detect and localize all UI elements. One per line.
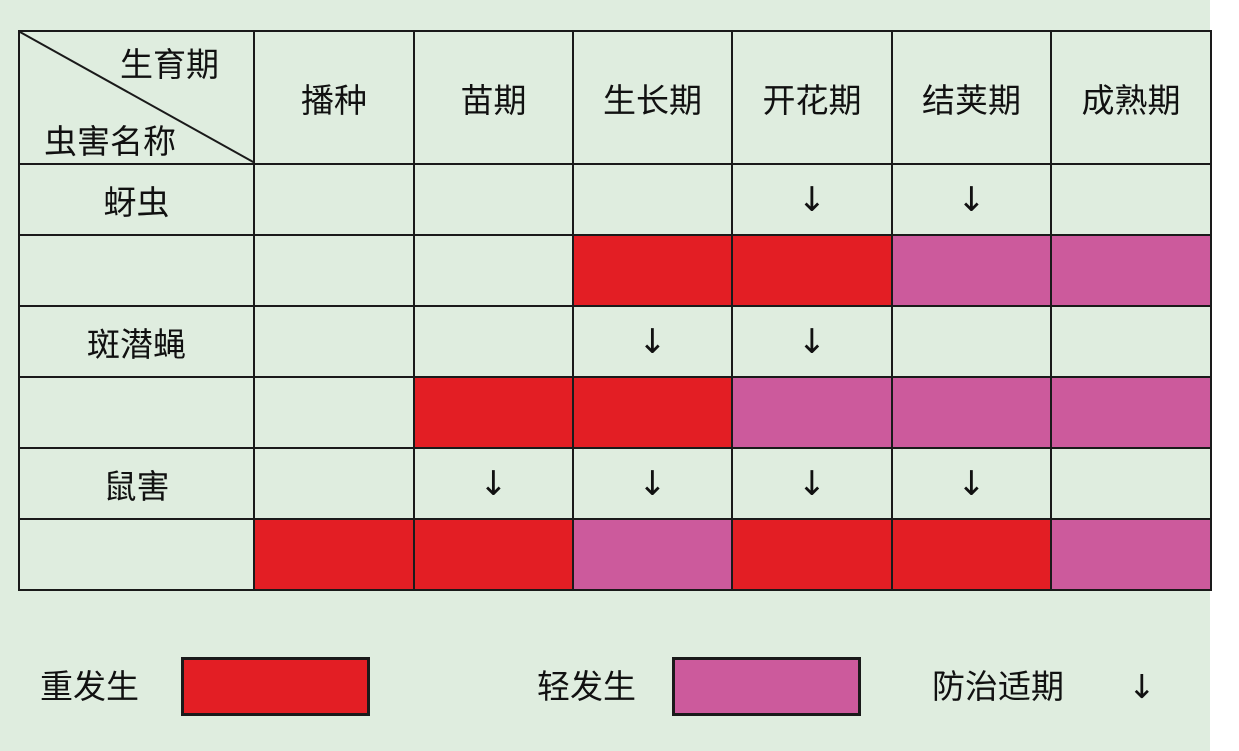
- empty-cell: [253, 163, 415, 236]
- light-occurrence-cell: [891, 234, 1052, 307]
- heavy-occurrence-cell: [891, 518, 1052, 591]
- light-occurrence-cell: [1050, 518, 1212, 591]
- control-arrow-cell: ↓: [891, 163, 1052, 236]
- empty-cell: [18, 234, 255, 307]
- control-arrow-cell: ↓: [731, 305, 893, 378]
- control-arrow-cell: ↓: [572, 305, 733, 378]
- empty-cell: [413, 234, 574, 307]
- control-arrow-cell: ↓: [572, 447, 733, 520]
- empty-cell: [253, 376, 415, 449]
- heavy-occurrence-cell: [413, 376, 574, 449]
- control-arrow-cell: ↓: [413, 447, 574, 520]
- empty-cell: [18, 376, 255, 449]
- stage-header: 开花期: [731, 30, 893, 165]
- legend-control-label: 防治适期: [932, 667, 1064, 706]
- down-arrow-icon: ↓: [797, 179, 827, 220]
- empty-cell: [413, 305, 574, 378]
- stage-header: 生长期: [572, 30, 733, 165]
- corner-label-stage: 生育期: [120, 45, 219, 84]
- light-occurrence-cell: [1050, 376, 1212, 449]
- pest-name: 蚜虫: [18, 163, 255, 236]
- empty-cell: [18, 518, 255, 591]
- legend-arrow-icon: ↓: [1128, 667, 1156, 706]
- empty-cell: [572, 163, 733, 236]
- legend-light-swatch: [672, 657, 861, 716]
- empty-cell: [253, 234, 415, 307]
- heavy-occurrence-cell: [731, 518, 893, 591]
- pest-control-row: 斑潜蝇 ↓ ↓: [18, 305, 1212, 378]
- control-arrow-cell: ↓: [731, 163, 893, 236]
- empty-cell: [253, 447, 415, 520]
- empty-cell: [1050, 447, 1212, 520]
- pest-severity-row: [18, 234, 1212, 307]
- heavy-occurrence-cell: [731, 234, 893, 307]
- stage-header: 播种: [253, 30, 415, 165]
- corner-label-pest: 虫害名称: [44, 122, 176, 161]
- pest-severity-row: [18, 376, 1212, 449]
- pest-control-row: 蚜虫 ↓ ↓: [18, 163, 1212, 236]
- light-occurrence-cell: [891, 376, 1052, 449]
- stage-header: 结荚期: [891, 30, 1052, 165]
- light-occurrence-cell: [731, 376, 893, 449]
- light-occurrence-cell: [572, 518, 733, 591]
- legend-heavy-swatch: [181, 657, 370, 716]
- empty-cell: [253, 305, 415, 378]
- control-arrow-cell: ↓: [731, 447, 893, 520]
- down-arrow-icon: ↓: [638, 463, 667, 504]
- heavy-occurrence-cell: [253, 518, 415, 591]
- down-arrow-icon: ↓: [479, 463, 508, 504]
- heavy-occurrence-cell: [572, 376, 733, 449]
- control-arrow-cell: ↓: [891, 447, 1052, 520]
- empty-cell: [413, 163, 574, 236]
- down-arrow-icon: ↓: [957, 179, 986, 220]
- pest-name: 斑潜蝇: [18, 305, 255, 378]
- heavy-occurrence-cell: [413, 518, 574, 591]
- down-arrow-icon: ↓: [638, 321, 667, 362]
- light-occurrence-cell: [1050, 234, 1212, 307]
- stage-header: 苗期: [413, 30, 574, 165]
- empty-cell: [1050, 305, 1212, 378]
- pest-control-row: 鼠害 ↓ ↓ ↓ ↓: [18, 447, 1212, 520]
- pest-name: 鼠害: [18, 447, 255, 520]
- legend-heavy-label: 重发生: [40, 667, 139, 706]
- pest-calendar-table: 生育期 虫害名称 播种 苗期 生长期 开花期 结荚期 成熟期 蚜虫 ↓ ↓ 斑潜蝇 ↓ ↓ 鼠害 ↓ ↓ ↓…: [18, 30, 1212, 591]
- legend-light-label: 轻发生: [537, 667, 636, 706]
- pest-severity-row: [18, 518, 1212, 591]
- stage-header: 成熟期: [1050, 30, 1212, 165]
- diagonal-divider: [20, 32, 255, 163]
- empty-cell: [1050, 163, 1212, 236]
- down-arrow-icon: ↓: [957, 463, 986, 504]
- empty-cell: [891, 305, 1052, 378]
- down-arrow-icon: ↓: [797, 463, 827, 504]
- heavy-occurrence-cell: [572, 234, 733, 307]
- header-corner-cell: 生育期 虫害名称: [18, 30, 255, 165]
- down-arrow-icon: ↓: [797, 321, 827, 362]
